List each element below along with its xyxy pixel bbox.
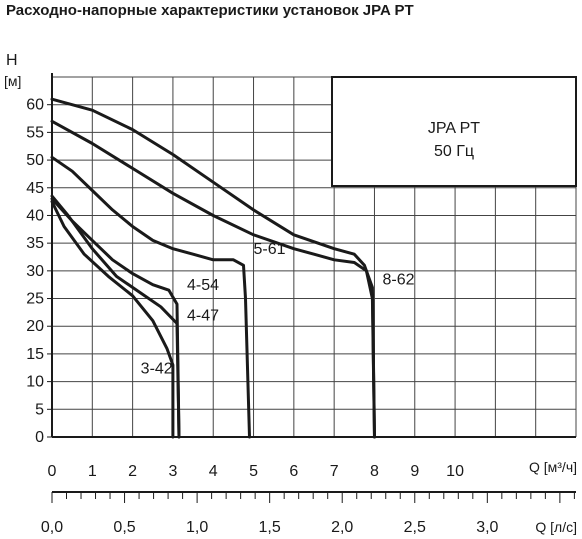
legend-frame: [331, 76, 577, 187]
x-tick-label: 6: [289, 463, 298, 480]
y-tick-label: 15: [26, 346, 44, 363]
curve-label-5-61: 5-61: [254, 241, 286, 258]
x-tick-label: 10: [446, 463, 464, 480]
x-axis-label: Q [м³/ч]: [529, 459, 577, 475]
y-axis-unit: [м]: [4, 73, 21, 89]
x2-tick-label: 1,5: [259, 519, 281, 536]
x-tick-label: 0: [48, 463, 57, 480]
curve-4-54: [50, 197, 181, 439]
curve-label-4-47: 4-47: [187, 308, 219, 325]
y-tick-label: 60: [26, 97, 44, 114]
curves: [50, 97, 376, 439]
y-tick-label: 0: [35, 429, 44, 446]
x-tick-label: 8: [370, 463, 379, 480]
chart-title: Расходно-напорные характеристики установ…: [6, 2, 414, 19]
x-tick-label: 7: [330, 463, 339, 480]
curve-label-4-54: 4-54: [187, 277, 219, 294]
y-tick-label: 20: [26, 318, 44, 335]
x-tick-label: 5: [249, 463, 258, 480]
x-tick-label: 4: [209, 463, 218, 480]
curve-label-3-42: 3-42: [141, 360, 173, 377]
x-tick-label: 2: [128, 463, 137, 480]
y-tick-label: 30: [26, 263, 44, 280]
curve-5-61: [50, 155, 251, 439]
x2-tick-label: 0,0: [41, 519, 63, 536]
x2-tick-label: 0,5: [113, 519, 135, 536]
curve-3-42: [50, 200, 175, 439]
x2-axis-label: Q [л/с]: [535, 519, 577, 535]
y-tick-label: 55: [26, 124, 44, 141]
x2-tick-label: 3,0: [476, 519, 498, 536]
y-axis-label: H: [6, 52, 18, 69]
legend-box: JPA PT 50 Гц: [331, 76, 577, 187]
x-tick-label: 3: [168, 463, 177, 480]
y-tick-label: 10: [26, 374, 44, 391]
y-tick-label: 40: [26, 207, 44, 224]
x-tick-label: 9: [410, 463, 419, 480]
curve-labels: 3-42 4-47 4-54 5-61 8-62: [141, 241, 415, 377]
x-tick-label: 1: [88, 463, 97, 480]
curve-label-8-62: 8-62: [383, 272, 415, 289]
y-tick-label: 45: [26, 180, 44, 197]
y-tick-label: 25: [26, 291, 44, 308]
y-tick-label: 5: [35, 401, 44, 418]
x2-tick-label: 1,0: [186, 519, 208, 536]
x2-tick-label: 2,5: [404, 519, 426, 536]
curve-top: [50, 97, 376, 439]
curve-4-47: [50, 194, 181, 439]
y-tick-label: 50: [26, 152, 44, 169]
legend-line-2: 50 Гц: [434, 143, 474, 160]
legend-line-1: JPA PT: [428, 120, 480, 137]
x2-tick-label: 2,0: [331, 519, 353, 536]
y-tick-label: 35: [26, 235, 44, 252]
